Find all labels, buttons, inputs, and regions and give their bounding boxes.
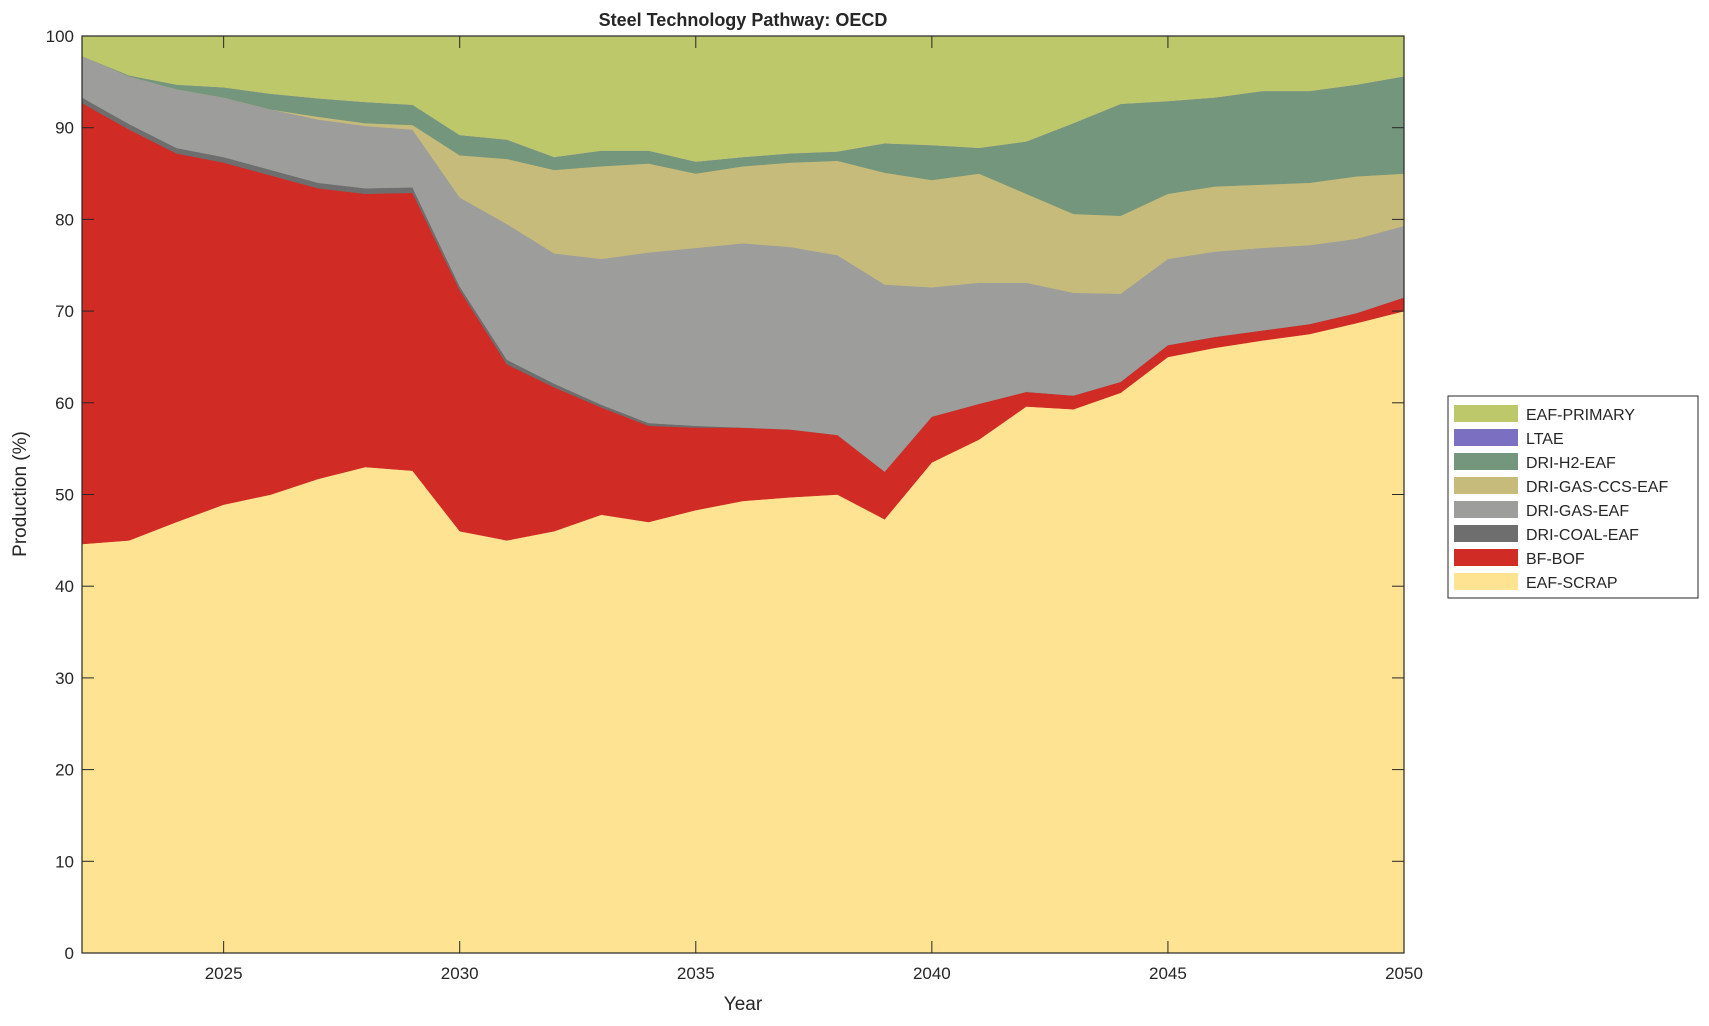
legend-item-bf-bof: BF-BOF [1454,549,1585,568]
legend-label: DRI-H2-EAF [1526,455,1616,472]
legend-label: EAF-PRIMARY [1526,407,1635,424]
x-tick-label: 2030 [441,964,479,983]
x-tick-label: 2035 [677,964,715,983]
legend-item-eaf-primary: EAF-PRIMARY [1454,405,1635,424]
legend-label: LTAE [1526,431,1564,448]
legend-label: DRI-GAS-CCS-EAF [1526,479,1668,496]
legend-label: DRI-COAL-EAF [1526,527,1639,544]
x-tick-label: 2050 [1385,964,1423,983]
legend-swatch [1454,501,1518,518]
legend-label: EAF-SCRAP [1526,575,1618,592]
y-tick-label: 10 [55,852,74,871]
x-tick-label: 2045 [1149,964,1187,983]
y-axis-label: Production (%) [10,431,31,557]
legend-item-dri-h2-eaf: DRI-H2-EAF [1454,453,1616,472]
y-tick-label: 50 [55,486,74,505]
y-tick-label: 20 [55,761,74,780]
x-tick-label: 2025 [205,964,243,983]
legend-label: DRI-GAS-EAF [1526,503,1629,520]
y-tick-label: 90 [55,119,74,138]
y-tick-label: 0 [65,944,74,963]
legend-swatch [1454,525,1518,542]
legend-swatch [1454,429,1518,446]
y-tick-label: 100 [46,27,74,46]
legend-swatch [1454,453,1518,470]
legend-swatch [1454,477,1518,494]
legend: EAF-PRIMARY LTAE DRI-H2-EAF DRI-GAS-CCS-EAF… [1447,395,1699,599]
legend-item-ltae: LTAE [1454,429,1564,448]
legend-label: BF-BOF [1526,551,1585,568]
legend-item-dri-gas-ccs-eaf: DRI-GAS-CCS-EAF [1454,477,1668,496]
legend-item-dri-gas-eaf: DRI-GAS-EAF [1454,501,1629,520]
axis-ticks: 2025 2030 2035 2040 2045 20500102030405060708… [46,27,1423,983]
chart-title: Steel Technology Pathway: OECD [599,10,888,30]
y-tick-label: 70 [55,302,74,321]
area-layer [81,35,1405,954]
legend-swatch [1454,573,1518,590]
legend-swatch [1454,549,1518,566]
y-tick-label: 60 [55,394,74,413]
y-tick-label: 30 [55,669,74,688]
y-tick-label: 40 [55,577,74,596]
x-tick-label: 2040 [913,964,951,983]
x-axis-label: Year [724,994,763,1015]
legend-item-eaf-scrap: EAF-SCRAP [1454,573,1618,592]
legend-item-dri-coal-eaf: DRI-COAL-EAF [1454,525,1639,544]
y-tick-label: 80 [55,210,74,229]
legend-swatch [1454,405,1518,422]
